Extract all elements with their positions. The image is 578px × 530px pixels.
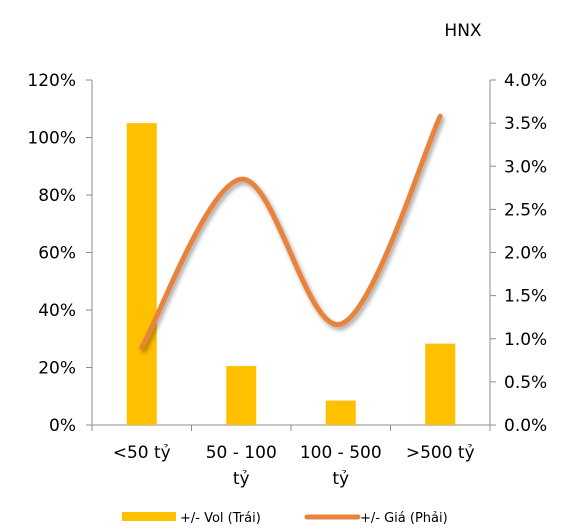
y-left-tick-label: 40% bbox=[38, 301, 76, 321]
y-right-tick-label: 0.5% bbox=[504, 373, 547, 393]
y-right-tick-label: 2.0% bbox=[504, 244, 547, 264]
line-series bbox=[139, 113, 443, 350]
y-right-tick-label: 1.5% bbox=[504, 287, 547, 307]
x-category-label: <50 tỷ bbox=[113, 443, 171, 463]
y-left-tick-label: 80% bbox=[38, 186, 76, 206]
x-category-label: >500 tỷ bbox=[406, 443, 475, 463]
y-right-tick-label: 4.0% bbox=[504, 71, 547, 91]
legend-label-line: +/- Giá (Phải) bbox=[360, 511, 448, 526]
line-path bbox=[139, 113, 443, 350]
x-category-label: 100 - 500 tỷ bbox=[300, 443, 382, 489]
legend: +/- Vol (Trái) +/- Giá (Phải) bbox=[122, 511, 448, 526]
y-left-tick-label: 120% bbox=[27, 71, 76, 91]
tick-labels: 0% 20% 40% 60% 80% 100% 120% 0.0% 0.5% 1.0% 1.5% 2.… bbox=[27, 71, 547, 489]
bar bbox=[126, 123, 157, 425]
y-right-tick-label: 2.5% bbox=[504, 200, 547, 220]
bar bbox=[325, 400, 356, 425]
y-right-tick-label: 1.0% bbox=[504, 330, 547, 350]
y-left-tick-label: 100% bbox=[27, 129, 76, 149]
legend-label-bar: +/- Vol (Trái) bbox=[180, 511, 261, 526]
x-category-label: 50 - 100 tỷ bbox=[206, 443, 277, 489]
bar-series bbox=[126, 123, 456, 425]
legend-swatch-bar bbox=[122, 512, 176, 521]
y-left-tick-label: 20% bbox=[38, 359, 76, 379]
y-right-tick-label: 3.5% bbox=[504, 114, 547, 134]
axes bbox=[86, 79, 496, 431]
chart-title: HNX bbox=[444, 21, 482, 41]
y-right-tick-label: 0.0% bbox=[504, 416, 547, 436]
y-left-tick-label: 0% bbox=[49, 416, 76, 436]
bar bbox=[226, 366, 257, 425]
bar bbox=[425, 343, 456, 425]
y-left-tick-label: 60% bbox=[38, 244, 76, 264]
y-right-tick-label: 3.0% bbox=[504, 157, 547, 177]
